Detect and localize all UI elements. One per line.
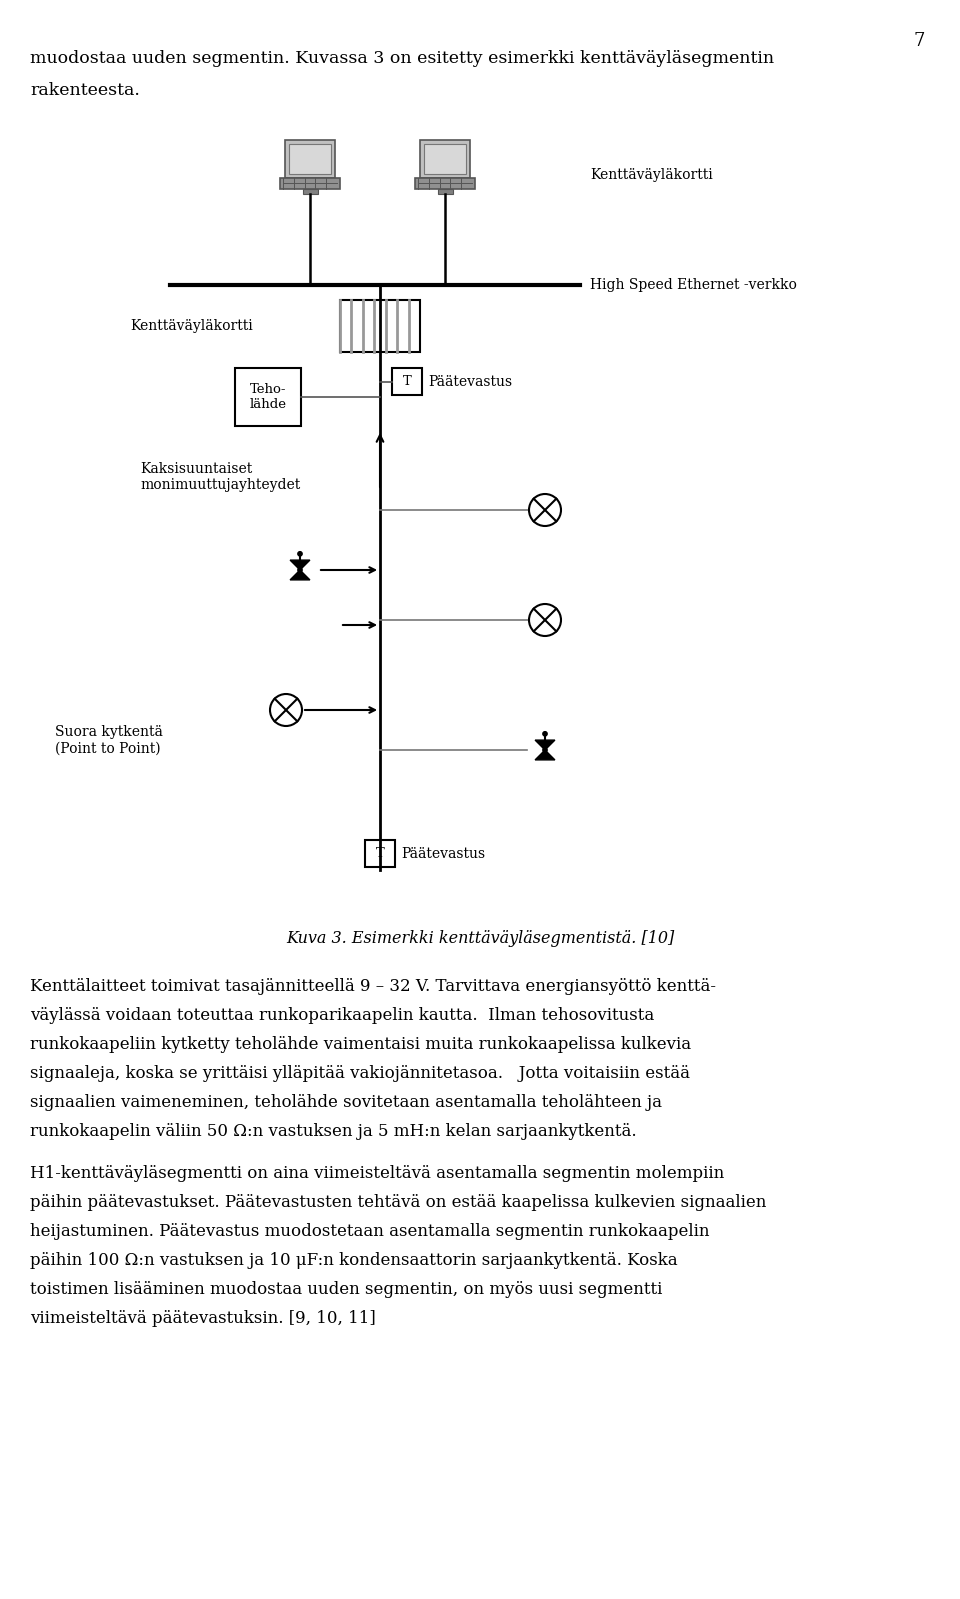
Bar [365,839,395,867]
Text: Teho-
lähde: Teho- lähde [250,384,286,411]
Text: Kenttäväyläkortti: Kenttäväyläkortti [130,318,252,333]
Text: signaalien vaimeneminen, teholähde sovitetaan asentamalla teholähteen ja: signaalien vaimeneminen, teholähde sovit… [30,1094,662,1111]
Text: heijastuminen. Päätevastus muodostetaan asentamalla segmentin runkokaapelin: heijastuminen. Päätevastus muodostetaan … [30,1223,709,1239]
Text: rakenteesta.: rakenteesta. [30,82,140,99]
Text: päihin 100 Ω:n vastuksen ja 10 μF:n kondensaattorin sarjaankytkentä. Koska: päihin 100 Ω:n vastuksen ja 10 μF:n kond… [30,1252,678,1270]
Bar [289,144,331,174]
Polygon shape [535,750,555,760]
Text: muodostaa uuden segmentin. Kuvassa 3 on esitetty esimerkki kenttäväyläsegmentin: muodostaa uuden segmentin. Kuvassa 3 on … [30,50,774,67]
Text: H1-kenttäväyläsegmentti on aina viimeisteltävä asentamalla segmentin molempiin: H1-kenttäväyläsegmentti on aina viimeist… [30,1166,724,1182]
Text: High Speed Ethernet -verkko: High Speed Ethernet -verkko [590,278,797,293]
Circle shape [542,748,547,752]
Text: runkokaapelin väliin 50 Ω:n vastuksen ja 5 mH:n kelan sarjaankytkentä.: runkokaapelin väliin 50 Ω:n vastuksen ja… [30,1122,636,1140]
Bar [340,301,420,352]
Text: Kuva 3. Esimerkki kenttäväyläsegmentistä. [10]: Kuva 3. Esimerkki kenttäväyläsegmentistä… [286,931,674,947]
Bar [438,189,452,193]
Text: Suora kytkentä
(Point to Point): Suora kytkentä (Point to Point) [55,724,163,755]
Circle shape [542,732,547,736]
Text: päihin päätevastukset. Päätevastusten tehtävä on estää kaapelissa kulkevien sign: päihin päätevastukset. Päätevastusten te… [30,1194,766,1210]
Polygon shape [535,740,555,750]
Text: T: T [402,376,412,389]
Text: Päätevastus: Päätevastus [401,846,485,860]
Text: Päätevastus: Päätevastus [428,374,512,389]
Text: 7: 7 [914,32,925,50]
Circle shape [298,568,302,572]
Bar [415,177,475,189]
Bar [392,368,422,395]
Text: väylässä voidaan toteuttaa runkoparikaapelin kautta.  Ilman tehosovitusta: väylässä voidaan toteuttaa runkoparikaap… [30,1007,655,1023]
Polygon shape [290,560,310,569]
Text: runkokaapeliin kytketty teholähde vaimentaisi muita runkokaapelissa kulkevia: runkokaapeliin kytketty teholähde vaimen… [30,1036,691,1054]
Text: viimeisteltävä päätevastuksin. [9, 10, 11]: viimeisteltävä päätevastuksin. [9, 10, 1… [30,1310,375,1327]
FancyBboxPatch shape [285,141,335,177]
Text: T: T [375,847,384,860]
Bar [424,144,466,174]
Text: toistimen lisääminen muodostaa uuden segmentin, on myös uusi segmentti: toistimen lisääminen muodostaa uuden seg… [30,1281,662,1298]
Polygon shape [290,569,310,580]
Bar [280,177,340,189]
Text: Kenttälaitteet toimivat tasajännitteellä 9 – 32 V. Tarvittava energiansyöttö ken: Kenttälaitteet toimivat tasajännitteellä… [30,979,716,995]
Bar [235,368,301,425]
Text: Kaksisuuntaiset
monimuuttujayhteydet: Kaksisuuntaiset monimuuttujayhteydet [140,462,300,492]
Text: Kenttäväyläkortti: Kenttäväyläkortti [590,168,712,182]
FancyBboxPatch shape [420,141,470,177]
Circle shape [298,552,302,556]
Text: signaaleja, koska se yrittäisi ylläpitää vakiojännitetasoa.   Jotta voitaisiin e: signaaleja, koska se yrittäisi ylläpitää… [30,1065,690,1083]
Bar [302,189,318,193]
